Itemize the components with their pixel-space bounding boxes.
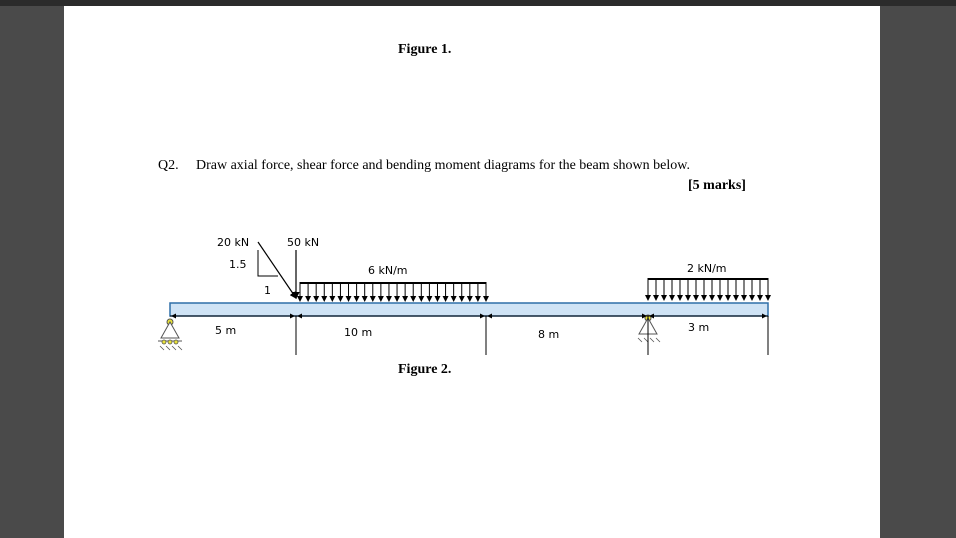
udl-arrow-head <box>377 296 384 302</box>
udl-arrow-head <box>669 295 675 301</box>
label-50kN: 50 kN <box>287 236 319 249</box>
udl-arrow-head <box>757 295 763 301</box>
window-top-bar <box>0 0 956 6</box>
udl-arrow-head <box>474 296 481 302</box>
udl-arrow-head <box>337 296 344 302</box>
udl-arrow-head <box>709 295 715 301</box>
document-page <box>64 6 880 538</box>
udl-arrow-head <box>305 296 312 302</box>
udl-arrow-head <box>418 296 425 302</box>
udl-arrow-head <box>385 296 392 302</box>
udl-arrow-head <box>361 296 368 302</box>
udl-arrow-head <box>483 296 489 302</box>
udl-arrow-head <box>717 295 723 301</box>
udl-6kNm <box>297 282 489 302</box>
dimension-line <box>170 313 769 355</box>
udl-arrow-head <box>765 295 771 301</box>
udl-arrow-head <box>458 296 465 302</box>
udl-arrow-head <box>321 296 328 302</box>
udl-arrow-head <box>313 296 320 302</box>
udl-arrow-head <box>645 295 651 301</box>
label-span-1: 5 m <box>215 324 236 337</box>
udl-arrow-head <box>369 296 376 302</box>
udl-arrow-head <box>353 296 360 302</box>
udl-arrow-head <box>466 296 473 302</box>
udl-arrow-head <box>402 296 409 302</box>
label-slope-vertical: 1.5 <box>229 258 247 271</box>
udl-arrow-head <box>426 296 433 302</box>
question-number: Q2. <box>158 158 179 173</box>
udl-arrow-head <box>725 295 731 301</box>
question-body: Draw axial force, shear force and bendin… <box>196 158 690 173</box>
udl-arrow-head <box>733 295 739 301</box>
figure2-caption: Figure 2. <box>398 362 452 377</box>
udl-arrow-head <box>434 296 441 302</box>
udl-arrow-head <box>329 296 336 302</box>
label-2kNm: 2 kN/m <box>687 262 727 275</box>
label-6kNm: 6 kN/m <box>368 264 408 277</box>
udl-arrow-head <box>741 295 747 301</box>
udl-arrow-head <box>677 295 683 301</box>
udl-arrow-head <box>749 295 755 301</box>
udl-arrow-head <box>394 296 401 302</box>
udl-arrow-head <box>661 295 667 301</box>
left-support-icon <box>158 318 183 351</box>
label-span-2: 10 m <box>344 326 372 339</box>
udl-arrow-head <box>450 296 457 302</box>
udl-arrow-head <box>693 295 699 301</box>
udl-arrow-head <box>653 295 659 301</box>
udl-arrow-head <box>442 296 449 302</box>
label-20kN: 20 kN <box>217 236 249 249</box>
inclined-load-20kN <box>257 241 297 299</box>
figure1-caption: Figure 1. <box>398 42 452 57</box>
beam <box>169 302 769 317</box>
label-slope-horizontal: 1 <box>264 284 271 297</box>
udl-arrow-head <box>345 296 352 302</box>
udl-arrow-head <box>410 296 417 302</box>
label-span-3: 8 m <box>538 328 559 341</box>
udl-arrow-head <box>297 296 303 302</box>
marks-label: [5 marks] <box>688 178 746 193</box>
udl-arrow-head <box>685 295 691 301</box>
question-text: Q2. Draw axial force, shear force and ben… <box>158 158 690 174</box>
udl-arrow-head <box>701 295 707 301</box>
right-support-icon <box>637 314 661 343</box>
udl-2kNm <box>645 278 771 301</box>
label-span-4: 3 m <box>688 321 709 334</box>
